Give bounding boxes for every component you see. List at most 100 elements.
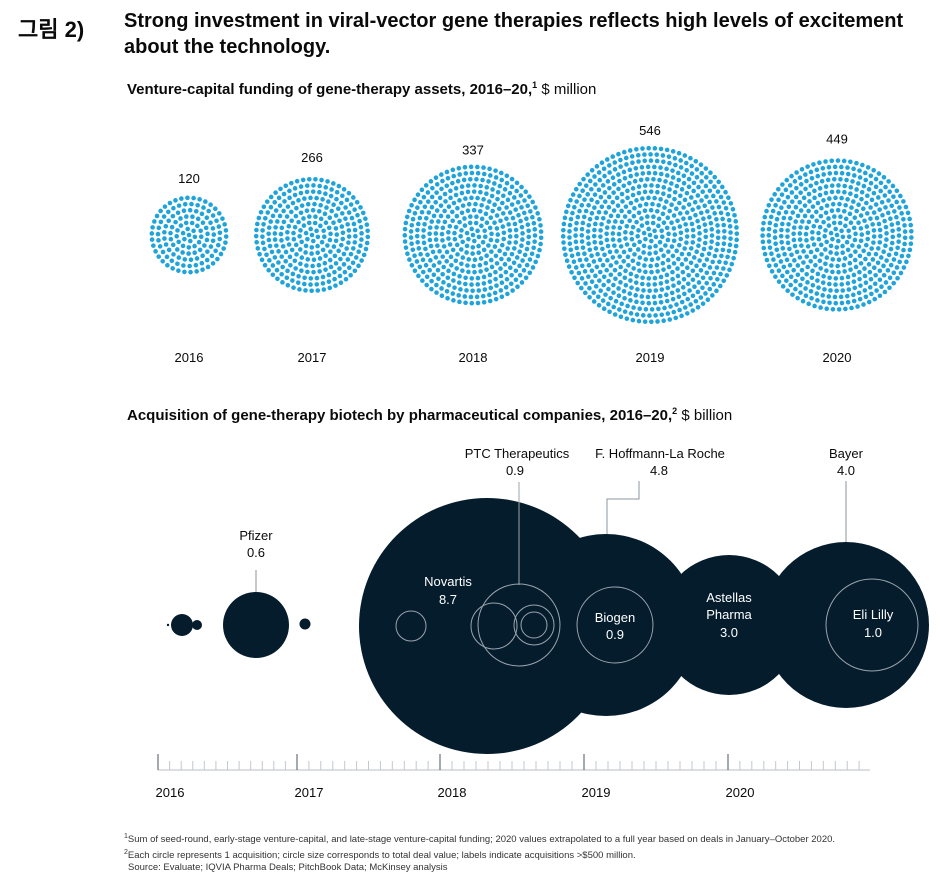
vc-dot — [575, 214, 581, 220]
vc-dot — [908, 222, 914, 228]
vc-dot — [872, 296, 878, 302]
vc-dot — [538, 229, 544, 234]
vc-dot — [289, 180, 294, 186]
vc-dot — [513, 268, 519, 274]
vc-dot — [562, 215, 568, 221]
vc-dot — [674, 302, 679, 307]
vc-dot — [439, 286, 444, 291]
vc-dot — [639, 216, 644, 221]
vc-dot — [854, 208, 859, 214]
vc-dot — [492, 202, 497, 208]
vc-dot — [409, 222, 415, 228]
vc-dot — [429, 286, 434, 292]
vc-dot — [293, 242, 299, 248]
vc-dot — [645, 214, 650, 219]
vc-dot — [655, 319, 660, 324]
vc-dot — [849, 205, 854, 210]
vc-dot — [684, 190, 690, 196]
vc-dot — [462, 294, 468, 299]
vc-dot — [884, 237, 889, 242]
vc-dot — [363, 216, 368, 221]
vc-dot — [899, 253, 905, 259]
vc-dot — [888, 246, 894, 252]
vc-dot — [766, 202, 772, 208]
vc-dot — [834, 288, 839, 294]
vc-dot — [610, 154, 616, 159]
vc-dot — [610, 231, 616, 236]
vc-dot — [488, 237, 494, 243]
vc-dot — [480, 293, 486, 299]
vc-dot — [479, 202, 484, 208]
vc-dot — [707, 265, 713, 270]
vc-dot — [440, 225, 446, 231]
vc-dot — [598, 228, 603, 233]
vc-dot — [884, 258, 889, 263]
vc-dot — [639, 164, 645, 170]
vc-dot — [641, 250, 646, 255]
vc-dot — [676, 242, 682, 248]
vc-dot — [766, 263, 772, 269]
vc-dot — [192, 234, 198, 240]
vc-dot — [302, 281, 307, 287]
vc-dot — [591, 233, 597, 239]
vc-dot — [629, 230, 634, 236]
vc-dot — [643, 236, 648, 242]
vc-dot — [785, 234, 790, 239]
vc-dot — [886, 252, 892, 258]
vc-dot — [673, 315, 679, 321]
vc-dot — [607, 185, 612, 191]
vc-dot — [574, 220, 579, 226]
vc-dot — [658, 247, 664, 253]
vc-dot — [446, 204, 452, 209]
vc-dot — [323, 191, 328, 197]
vc-dot — [870, 257, 876, 262]
vc-dot — [156, 225, 162, 231]
vc-dot — [328, 264, 334, 270]
vc-dot — [434, 290, 439, 295]
vc-dot — [701, 262, 707, 268]
vc-dot — [652, 275, 658, 281]
vc-value-label-2019: 546 — [639, 123, 661, 138]
vc-dot — [433, 231, 439, 236]
vc-dot — [908, 241, 914, 247]
vc-dot — [518, 193, 524, 198]
vc-dot — [648, 158, 654, 163]
vc-dot — [320, 281, 326, 286]
vc-dot — [685, 281, 691, 287]
vc-dot — [437, 195, 443, 201]
vc-dot — [653, 234, 659, 240]
vc-dot — [864, 211, 870, 216]
vc-dot — [720, 247, 726, 253]
vc-dot — [845, 197, 850, 202]
vc-dot — [715, 229, 721, 234]
vc-dot — [203, 199, 208, 204]
vc-dot — [487, 199, 492, 204]
vc-dot — [317, 189, 322, 195]
vc-dot — [188, 269, 193, 275]
vc-dot — [490, 208, 496, 214]
vc-dot — [842, 183, 847, 189]
vc-dot — [279, 254, 285, 259]
vc-dot — [670, 276, 675, 282]
vc-dot — [865, 193, 870, 199]
vc-dot — [537, 247, 542, 253]
vc-dot — [457, 172, 463, 177]
vc-dot — [493, 269, 498, 275]
vc-dot — [513, 227, 519, 233]
vc-dot — [690, 277, 696, 283]
vc-dot — [700, 275, 706, 281]
vc-dot — [682, 153, 688, 158]
vc-dot — [664, 298, 670, 304]
vc-dot — [216, 211, 222, 216]
vc-dot — [841, 262, 847, 268]
vc-dot — [312, 201, 317, 207]
vc-dot — [561, 240, 566, 245]
vc-dot — [678, 193, 683, 199]
vc-dot — [647, 245, 653, 250]
vc-dot — [696, 280, 702, 285]
vc-dot — [677, 224, 683, 229]
vc-dot — [194, 256, 200, 261]
vc-dot — [790, 292, 795, 297]
vc-dot — [615, 203, 621, 208]
vc-dot — [886, 179, 891, 184]
